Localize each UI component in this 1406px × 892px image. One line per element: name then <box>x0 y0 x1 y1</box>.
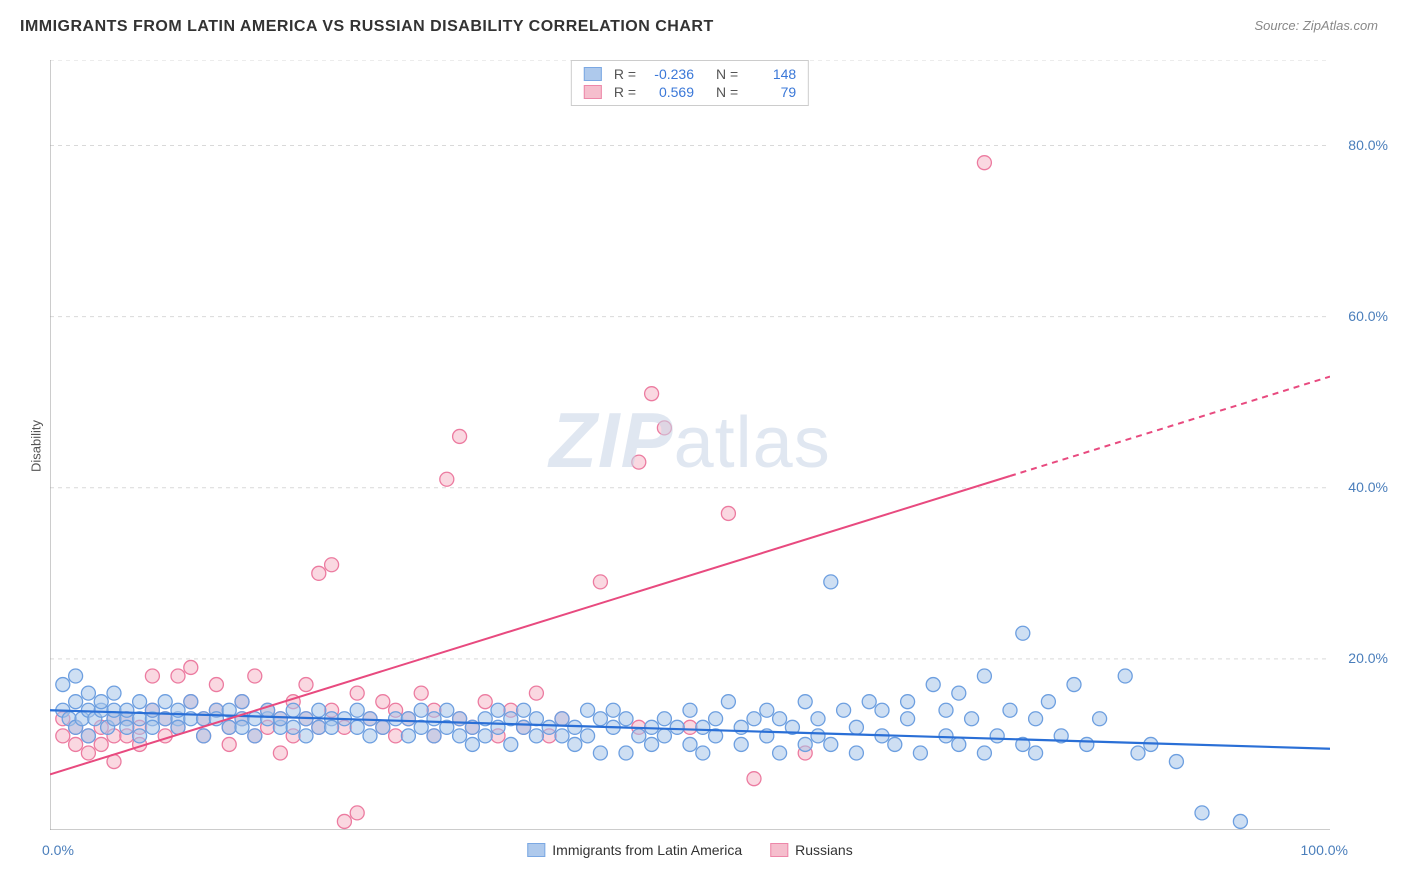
r-value-latin: -0.236 <box>644 66 694 82</box>
swatch-russian-icon <box>770 843 788 857</box>
r-label: R = <box>614 84 636 100</box>
y-tick-label: 60.0% <box>1348 308 1388 324</box>
correlation-row-latin: R = -0.236 N = 148 <box>584 65 796 83</box>
x-tick-min: 0.0% <box>42 842 74 858</box>
source-attribution: Source: ZipAtlas.com <box>1254 18 1378 33</box>
y-tick-label: 20.0% <box>1348 650 1388 666</box>
x-tick-max: 100.0% <box>1301 842 1348 858</box>
y-axis-label: Disability <box>29 420 44 472</box>
chart-title: IMMIGRANTS FROM LATIN AMERICA VS RUSSIAN… <box>20 18 714 36</box>
y-tick-label: 40.0% <box>1348 479 1388 495</box>
chart-container: IMMIGRANTS FROM LATIN AMERICA VS RUSSIAN… <box>0 0 1406 892</box>
r-value-russian: 0.569 <box>644 84 694 100</box>
n-label: N = <box>716 66 738 82</box>
n-value-russian: 79 <box>746 84 796 100</box>
series-legend: Immigrants from Latin America Russians <box>527 842 852 858</box>
scatter-chart-svg <box>50 60 1330 830</box>
n-value-latin: 148 <box>746 66 796 82</box>
legend-item-russian: Russians <box>770 842 853 858</box>
n-label: N = <box>716 84 738 100</box>
swatch-russian-icon <box>584 85 602 99</box>
plot-area: ZIPatlas R = -0.236 N = 148 R = 0.569 N … <box>50 60 1330 830</box>
swatch-latin-icon <box>527 843 545 857</box>
legend-label-russian: Russians <box>795 842 853 858</box>
y-tick-label: 80.0% <box>1348 137 1388 153</box>
correlation-legend: R = -0.236 N = 148 R = 0.569 N = 79 <box>571 60 809 106</box>
r-label: R = <box>614 66 636 82</box>
swatch-latin-icon <box>584 67 602 81</box>
legend-label-latin: Immigrants from Latin America <box>552 842 742 858</box>
legend-item-latin: Immigrants from Latin America <box>527 842 742 858</box>
correlation-row-russian: R = 0.569 N = 79 <box>584 83 796 101</box>
